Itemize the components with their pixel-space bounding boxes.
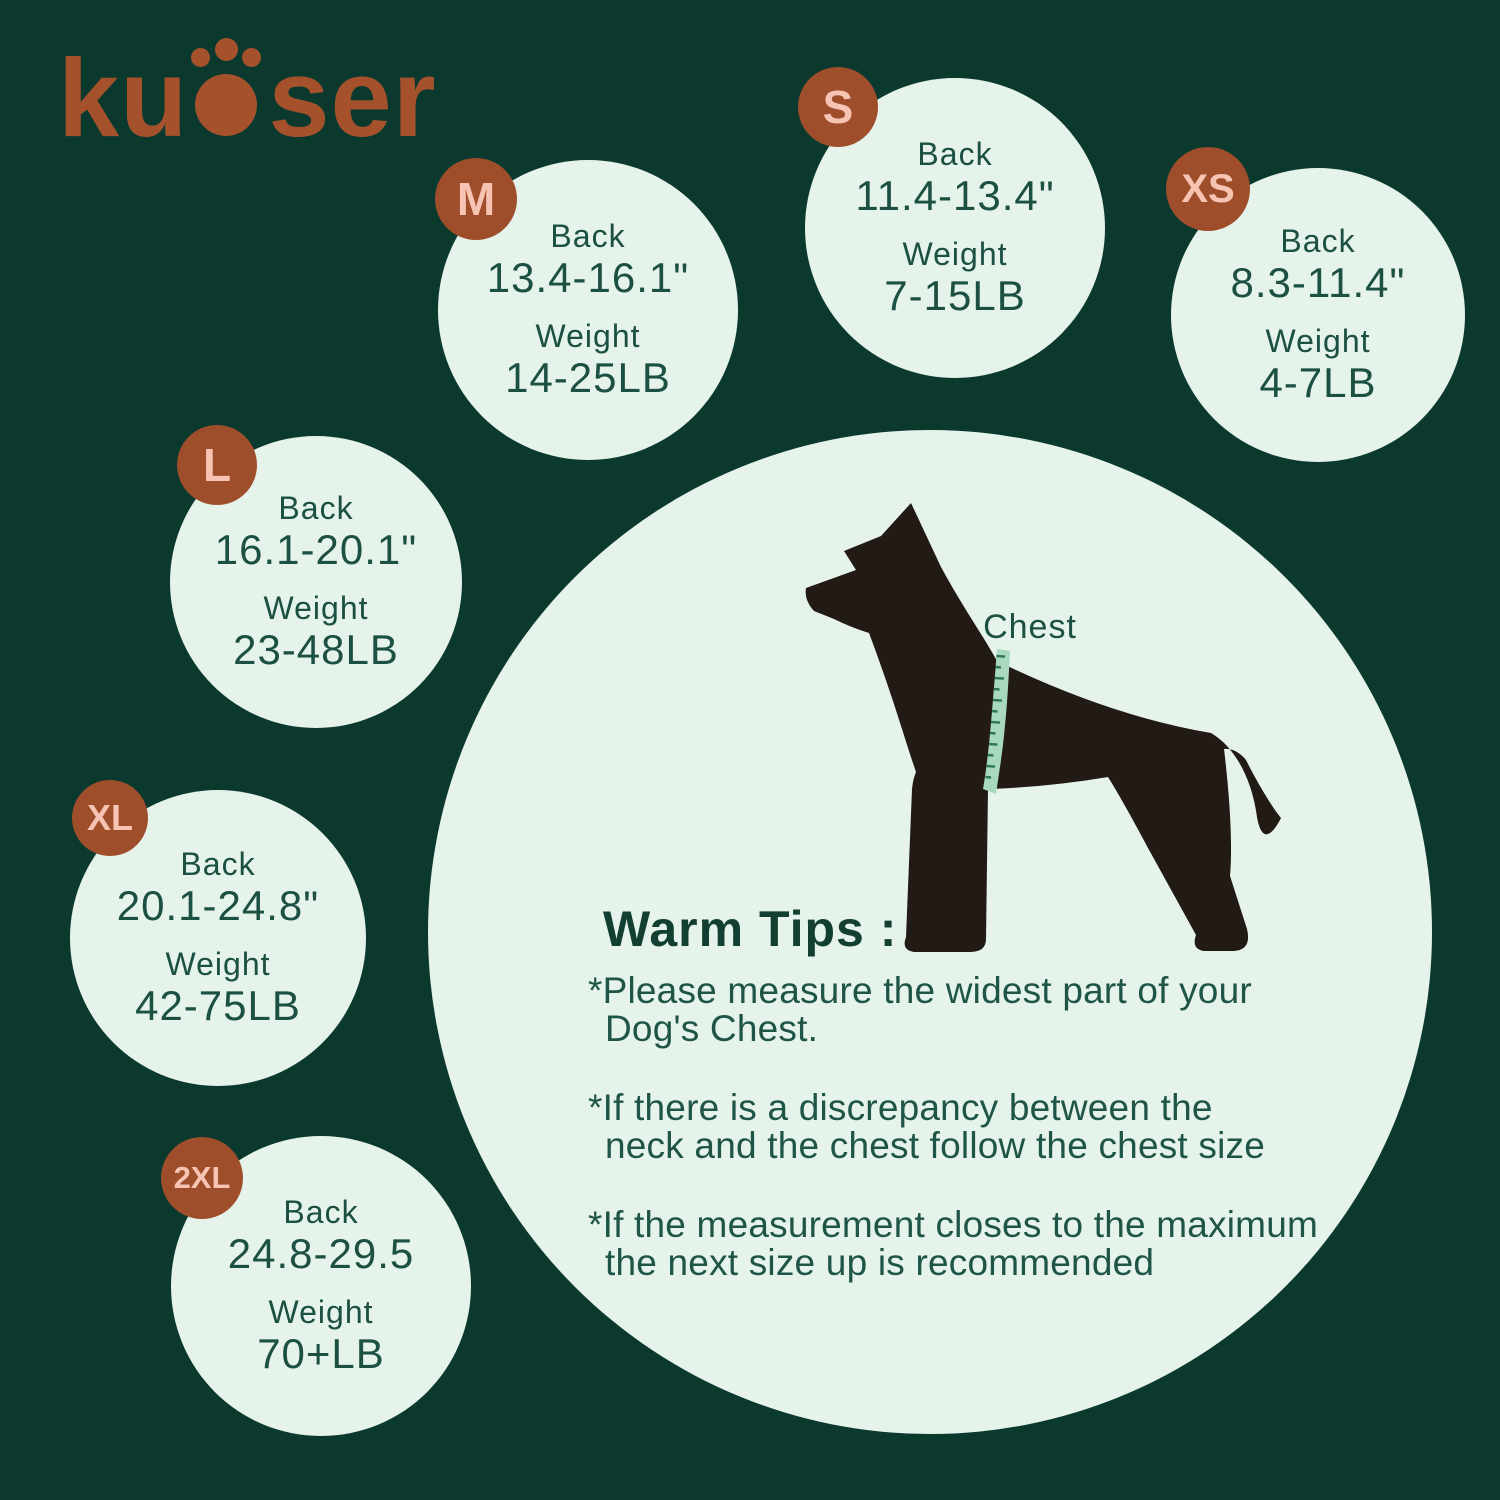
back-value: 24.8-29.5 xyxy=(227,1230,415,1277)
weight-label: Weight xyxy=(902,236,1008,272)
warm-tip-item: *If there is a discrepancy between the n… xyxy=(588,1087,1265,1166)
back-value: 11.4-13.4" xyxy=(855,172,1055,219)
warm-tip-item: *If the measurement closes to the maximu… xyxy=(588,1204,1318,1283)
weight-value: 70+LB xyxy=(257,1330,385,1377)
size-badge-m: M xyxy=(435,158,517,240)
dog-silhouette xyxy=(805,503,1281,952)
size-badge-s: S xyxy=(798,67,878,147)
size-badge-xs: XS xyxy=(1166,147,1250,231)
weight-label: Weight xyxy=(268,1294,374,1330)
size-badge-xl: XL xyxy=(72,780,148,856)
size-circle-xl: Back 20.1-24.8" Weight 42-75LB xyxy=(70,790,366,1086)
weight-label: Weight xyxy=(165,946,271,982)
back-value: 20.1-24.8" xyxy=(116,882,320,929)
back-label: Back xyxy=(917,136,993,172)
size-badge-l: L xyxy=(177,425,257,505)
logo-text-suffix: ser xyxy=(268,37,437,160)
dog-chest-diagram xyxy=(805,503,1281,952)
back-value: 8.3-11.4" xyxy=(1230,259,1406,306)
back-label: Back xyxy=(1280,223,1356,259)
back-value: 16.1-20.1" xyxy=(214,526,418,573)
paw-icon xyxy=(191,38,263,136)
chest-label: Chest xyxy=(983,608,1077,646)
back-label: Back xyxy=(180,846,256,882)
logo-text-prefix: ku xyxy=(58,37,189,160)
weight-label: Weight xyxy=(535,318,641,354)
size-badge-2xl: 2XL xyxy=(161,1137,243,1219)
weight-value: 23-48LB xyxy=(233,626,399,673)
warm-tip-item: *Please measure the widest part of your … xyxy=(588,970,1252,1049)
weight-value: 42-75LB xyxy=(135,982,301,1029)
back-label: Back xyxy=(550,218,626,254)
measuring-tape-icon xyxy=(983,649,1010,794)
weight-value: 7-15LB xyxy=(884,272,1026,319)
weight-label: Weight xyxy=(263,590,369,626)
brand-logo: ku ser xyxy=(58,38,437,159)
warm-tips-heading: Warm Tips : xyxy=(603,901,898,957)
back-label: Back xyxy=(278,490,354,526)
weight-value: 14-25LB xyxy=(505,354,671,401)
back-value: 13.4-16.1" xyxy=(486,254,690,301)
weight-label: Weight xyxy=(1265,323,1371,359)
weight-value: 4-7LB xyxy=(1259,359,1377,406)
back-label: Back xyxy=(283,1194,359,1230)
warm-tips-list: *Please measure the widest part of your … xyxy=(588,972,1388,1323)
